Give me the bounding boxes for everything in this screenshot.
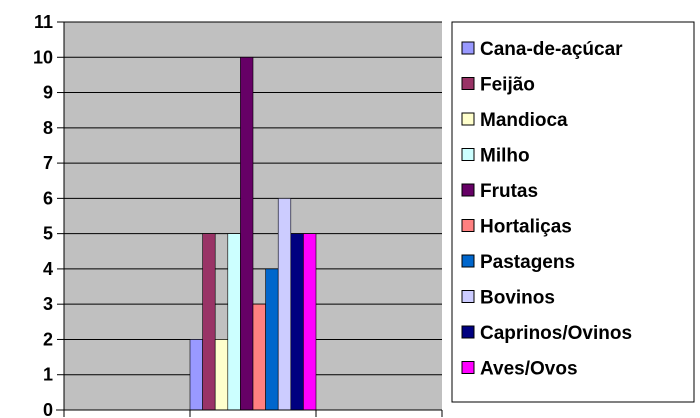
- y-tick-label: 6: [43, 188, 53, 208]
- legend-label: Cana-de-açúcar: [480, 39, 623, 60]
- legend-label: Caprinos/Ovinos: [480, 323, 632, 344]
- legend-swatch: [461, 290, 475, 303]
- y-tick-label: 5: [43, 224, 53, 244]
- legend-label: Frutas: [480, 181, 538, 202]
- legend-swatch: [461, 77, 475, 90]
- legend-label: Bovinos: [480, 288, 555, 309]
- legend-swatch: [461, 325, 475, 339]
- bar: [214, 339, 229, 411]
- bar: [290, 233, 304, 411]
- bar: [303, 233, 317, 411]
- legend-swatch: [461, 183, 475, 197]
- y-tick-label: 11: [34, 12, 53, 32]
- legend-label: Pastagens: [480, 252, 575, 273]
- y-tick-label: 3: [43, 294, 53, 314]
- legend-swatch: [461, 361, 475, 374]
- y-tick-label: 8: [43, 118, 53, 138]
- legend-label: Milho: [480, 146, 530, 167]
- bar: [265, 268, 279, 411]
- legend-label: Mandioca: [480, 110, 568, 131]
- bar: [252, 303, 266, 411]
- y-tick-label: 1: [43, 365, 53, 385]
- legend-label: Feijão: [480, 75, 535, 96]
- bar: [240, 56, 254, 411]
- legend-label: Aves/Ovos: [480, 359, 578, 380]
- bar: [189, 339, 203, 411]
- legend-swatch: [461, 148, 475, 161]
- y-tick-label: 9: [43, 83, 53, 103]
- y-tick-label: 10: [33, 47, 53, 67]
- legend-label: Hortaliças: [480, 217, 572, 238]
- x-tick-marks: [63, 410, 443, 417]
- bar: [277, 198, 292, 411]
- y-tick-label: 0: [43, 400, 53, 418]
- y-tick-label: 4: [43, 259, 53, 279]
- y-tick-label: 7: [43, 153, 53, 173]
- bar: [227, 233, 241, 411]
- y-tick-label: 2: [43, 329, 53, 349]
- y-tick-labels: 0 1 2 3 4 5 6 7 8 9 10 11: [33, 12, 64, 418]
- legend-swatch: [461, 41, 475, 55]
- legend-swatch: [461, 112, 475, 126]
- legend-box: [451, 21, 695, 403]
- legend: Cana-de-açúcar Feijão Mandioca Milho Frutas H…: [451, 21, 695, 403]
- legend-swatch: [461, 254, 475, 268]
- bar: [202, 233, 216, 411]
- legend-swatch: [461, 219, 475, 232]
